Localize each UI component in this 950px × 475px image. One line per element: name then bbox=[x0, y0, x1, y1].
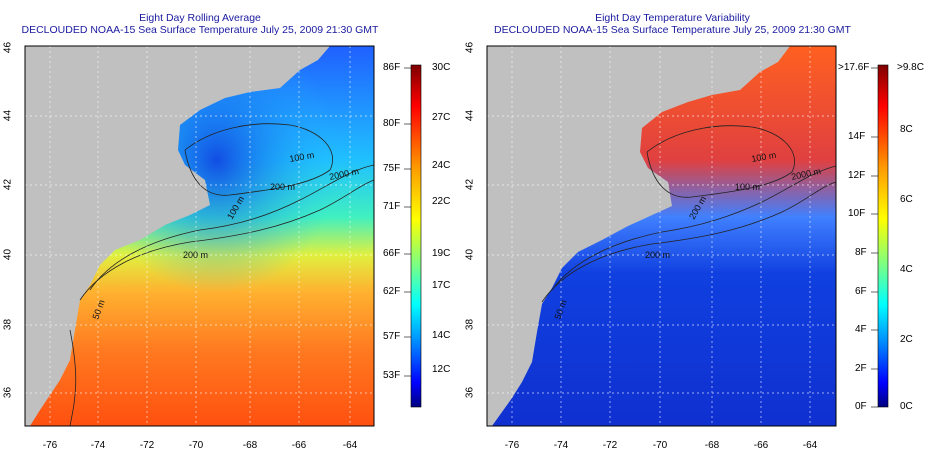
left-cb-c-27: 27C bbox=[432, 112, 451, 123]
left-contour-50 bbox=[69, 329, 77, 427]
right-cb-c-4: 4C bbox=[900, 264, 913, 275]
right-cb-c-0: 0C bbox=[900, 401, 913, 412]
right-lat-40: 40 bbox=[464, 248, 476, 261]
left-cb-c-30: 30C bbox=[432, 62, 451, 73]
right-cb-c-8: 8C bbox=[900, 124, 913, 135]
right-cb-c-max: >9.8C bbox=[897, 62, 924, 73]
left-map-frame bbox=[24, 45, 375, 427]
left-cb-c-24: 24C bbox=[432, 160, 451, 171]
right-lon-70: -70 bbox=[652, 440, 668, 451]
right-lon-74: -74 bbox=[553, 440, 569, 451]
left-lon-72: -72 bbox=[139, 440, 155, 451]
left-lat-36: 36 bbox=[2, 386, 14, 399]
right-cb-f-12: 12F bbox=[848, 170, 866, 181]
left-colorbar bbox=[410, 64, 422, 408]
left-cb-f-53: 53F bbox=[383, 370, 401, 381]
left-lat-44: 44 bbox=[2, 109, 14, 122]
left-lon-68: -68 bbox=[242, 440, 258, 451]
left-contour-label-2: 200 m bbox=[270, 182, 295, 192]
right-lat-44: 44 bbox=[464, 109, 476, 122]
right-lon-68: -68 bbox=[704, 440, 720, 451]
left-contour-label-1: 100 m bbox=[289, 150, 315, 164]
right-cb-f-max: >17.6F bbox=[838, 62, 870, 73]
right-colorbar-ticks bbox=[871, 67, 878, 408]
left-contour-label-4: 200 m bbox=[183, 250, 208, 260]
left-lon-66: -66 bbox=[291, 440, 307, 451]
right-lat-36: 36 bbox=[464, 386, 476, 399]
left-cb-c-17: 17C bbox=[432, 280, 451, 291]
right-lat-42: 42 bbox=[464, 178, 476, 191]
right-contour-label-4: 200 m bbox=[645, 250, 670, 260]
left-cb-c-14: 14C bbox=[432, 330, 451, 341]
left-cb-f-57: 57F bbox=[383, 331, 401, 342]
right-colorbar bbox=[877, 64, 889, 408]
right-lon-64: -64 bbox=[802, 440, 818, 451]
right-cb-f-14: 14F bbox=[848, 131, 866, 142]
left-cb-f-86: 86F bbox=[383, 62, 401, 73]
right-cb-c-2: 2C bbox=[900, 334, 913, 345]
left-contour-100 bbox=[184, 123, 333, 196]
left-lon-70: -70 bbox=[188, 440, 204, 451]
right-lon-66: -66 bbox=[753, 440, 769, 451]
right-map-frame bbox=[486, 45, 837, 427]
right-cb-c-6: 6C bbox=[900, 194, 913, 205]
left-cb-f-62: 62F bbox=[383, 286, 401, 297]
left-lat-38: 38 bbox=[2, 318, 14, 331]
left-contour-2000 bbox=[79, 179, 375, 301]
right-contour-100 bbox=[646, 125, 795, 198]
right-map: 100 m 100 m 200 m 200 m 50 m 2000 m bbox=[486, 45, 837, 427]
right-cb-f-8: 8F bbox=[855, 247, 867, 258]
left-cb-f-71: 71F bbox=[383, 201, 401, 212]
right-title-1: Eight Day Temperature Variability bbox=[595, 12, 750, 24]
right-lon-76: -76 bbox=[504, 440, 520, 451]
left-lat-40: 40 bbox=[2, 248, 14, 261]
right-cb-f-2: 2F bbox=[855, 363, 867, 374]
left-title-2: DECLOUDED NOAA-15 Sea Surface Temperatur… bbox=[21, 24, 379, 36]
right-contour-label-2: 100 m bbox=[735, 182, 760, 192]
left-cb-c-12: 12C bbox=[432, 364, 451, 375]
left-cb-c-19: 19C bbox=[432, 248, 451, 259]
right-contour-2000 bbox=[541, 181, 837, 303]
left-title-1: Eight Day Rolling Average bbox=[139, 12, 261, 24]
right-contour-200 bbox=[551, 165, 837, 291]
left-grid bbox=[25, 46, 374, 426]
left-colorbar-ticks bbox=[404, 67, 411, 377]
left-cb-f-66: 66F bbox=[383, 248, 401, 259]
left-lon-74: -74 bbox=[90, 440, 106, 451]
left-contour-200 bbox=[89, 164, 375, 291]
left-lat-42: 42 bbox=[2, 178, 14, 191]
right-cb-f-4: 4F bbox=[855, 324, 867, 335]
right-land bbox=[487, 46, 790, 426]
left-lat-46: 46 bbox=[2, 41, 14, 54]
right-title-2: DECLOUDED NOAA-15 Sea Surface Temperatur… bbox=[494, 24, 851, 36]
right-contour-label-1: 100 m bbox=[751, 150, 777, 164]
left-cb-c-22: 22C bbox=[432, 196, 451, 207]
left-cb-f-75: 75F bbox=[383, 163, 401, 174]
left-map: 100 m 200 m 100 m 200 m 50 m 2000 m bbox=[24, 45, 375, 427]
right-cb-f-10: 10F bbox=[848, 208, 866, 219]
right-cb-f-0: 0F bbox=[855, 401, 867, 412]
left-lon-64: -64 bbox=[342, 440, 358, 451]
left-cb-f-80: 80F bbox=[383, 118, 401, 129]
left-land bbox=[25, 46, 330, 426]
right-lon-72: -72 bbox=[602, 440, 618, 451]
right-lat-38: 38 bbox=[464, 318, 476, 331]
left-lon-76: -76 bbox=[42, 440, 58, 451]
right-cb-f-6: 6F bbox=[855, 286, 867, 297]
right-grid bbox=[487, 46, 836, 426]
right-lat-46: 46 bbox=[464, 41, 476, 54]
